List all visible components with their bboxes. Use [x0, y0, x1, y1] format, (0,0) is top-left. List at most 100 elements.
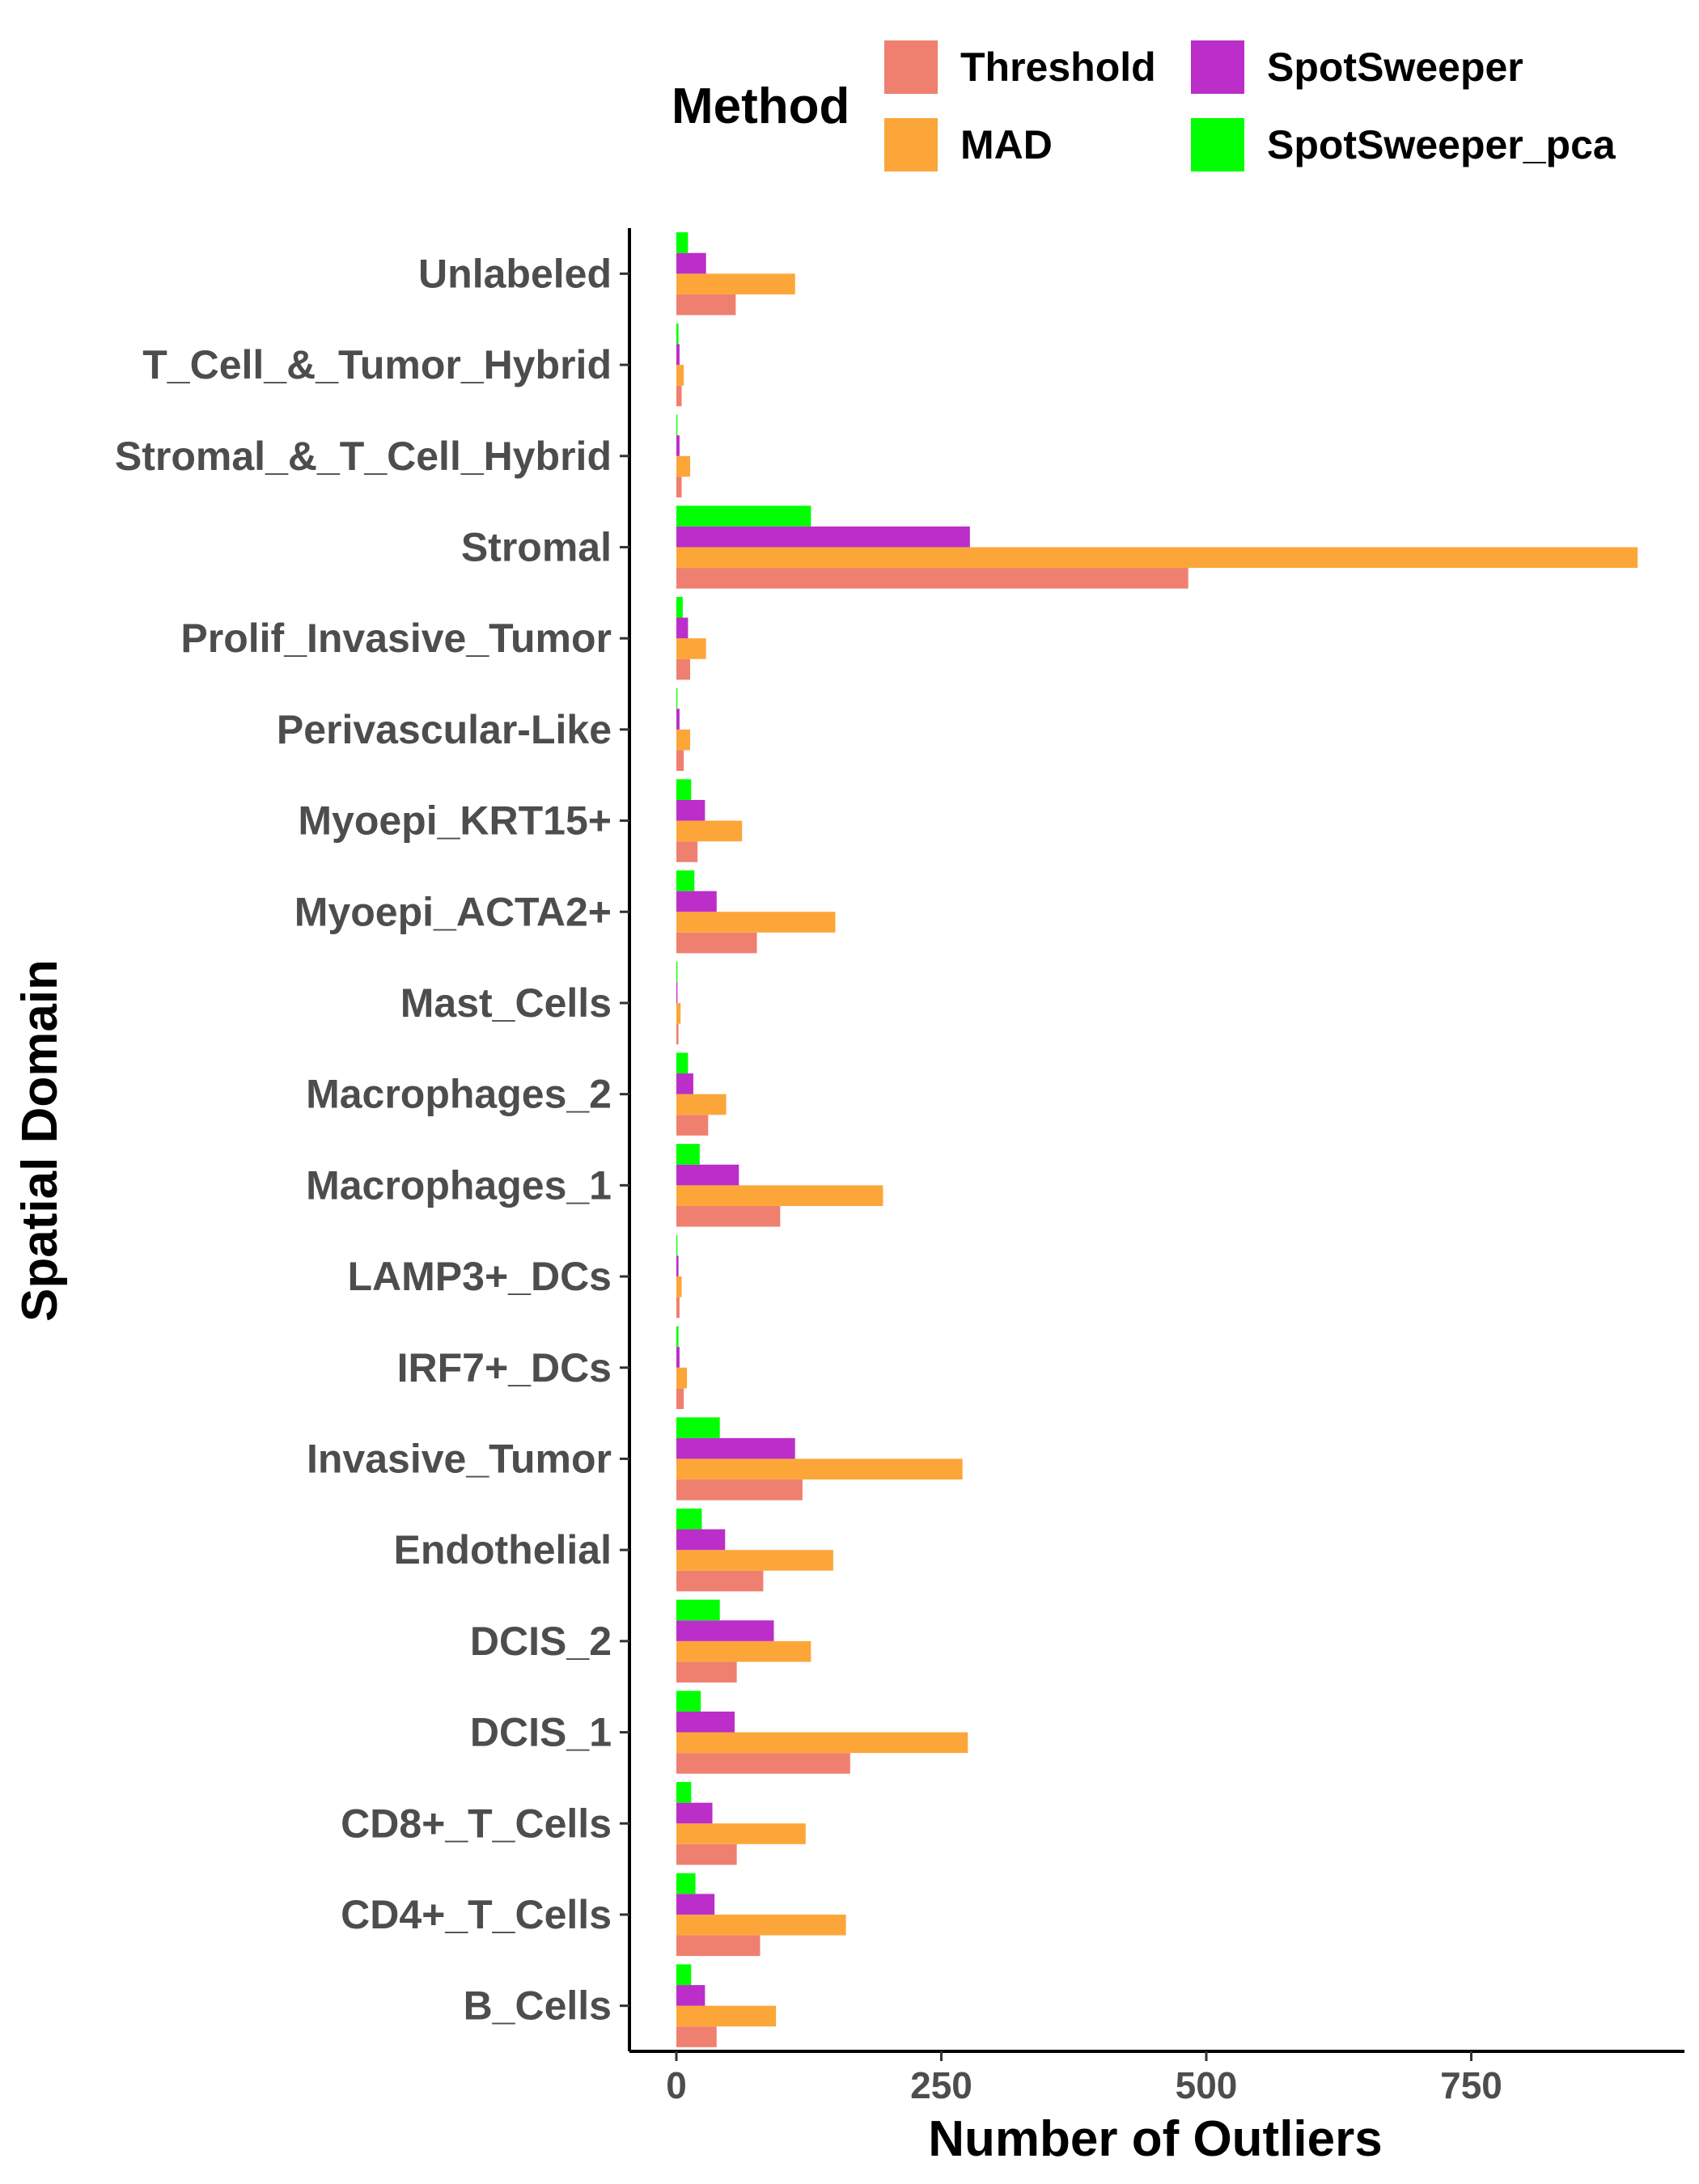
y-tick-label-myoepi-krt15: Myoepi_KRT15+ [298, 798, 612, 844]
x-tick-label-250: 250 [910, 2064, 972, 2106]
bar-cd4-t-cells-spotsweeper-pca [676, 1873, 696, 1894]
bar-b-cells-spotsweeper-pca [676, 1964, 692, 1986]
bar-irf7-dcs-mad [676, 1367, 688, 1389]
y-tick-label-myoepi-acta2: Myoepi_ACTA2+ [294, 889, 612, 934]
bar-stromal-t-cell-hybrid-threshold [676, 476, 682, 497]
axes: Unlabeled T_Cell_&_Tumor_Hybrid Stromal_&_… [115, 228, 1684, 2106]
bar-lamp3-dcs-spotsweeper [676, 1255, 679, 1277]
bar-perivascular-like-threshold [676, 750, 684, 772]
bar-irf7-dcs-spotsweeper [676, 1347, 680, 1368]
bar-prolif-invasive-tumor-threshold [676, 658, 691, 680]
bar-t-cell-tumor-hybrid-spotsweeper-pca [676, 323, 679, 345]
bar-myoepi-krt15-spotsweeper [676, 799, 705, 821]
bar-stromal-spotsweeper-pca [676, 506, 811, 527]
y-tick-label-dcis-2: DCIS_2 [470, 1619, 612, 1664]
bar-myoepi-acta2-spotsweeper-pca [676, 870, 695, 891]
y-tick-label-macrophages-2: Macrophages_2 [306, 1072, 612, 1117]
bar-irf7-dcs-threshold [676, 1388, 684, 1409]
legend-label-spotsweeper-pca: SpotSweeper_pca [1267, 122, 1616, 167]
bar-t-cell-tumor-hybrid-mad [676, 365, 684, 386]
bar-prolif-invasive-tumor-mad [676, 638, 706, 659]
bar-macrophages-2-threshold [676, 1115, 709, 1136]
bar-perivascular-like-spotsweeper-pca [676, 688, 678, 709]
bar-macrophages-1-threshold [676, 1205, 781, 1227]
x-axis-ticks: 0 250 500 750 [666, 2051, 1502, 2106]
legend-label-mad: MAD [960, 122, 1053, 167]
y-tick-label-perivascular-like: Perivascular-Like [277, 707, 612, 752]
bar-dcis-1-mad [676, 1732, 968, 1754]
bar-perivascular-like-spotsweeper [676, 709, 680, 730]
y-tick-label-macrophages-1: Macrophages_1 [306, 1162, 612, 1208]
bar-unlabeled-mad [676, 273, 795, 294]
y-tick-label-lamp3-dcs: LAMP3+_DCs [348, 1254, 612, 1299]
bar-b-cells-spotsweeper [676, 1985, 705, 2006]
legend-label-spotsweeper: SpotSweeper [1267, 44, 1523, 90]
bar-dcis-2-spotsweeper-pca [676, 1599, 720, 1621]
bar-macrophages-2-mad [676, 1094, 727, 1115]
y-tick-label-cd8-t-cells: CD8+_T_Cells [341, 1801, 612, 1846]
bar-unlabeled-spotsweeper [676, 252, 706, 274]
bar-dcis-2-mad [676, 1640, 811, 1662]
bar-cd4-t-cells-threshold [676, 1935, 761, 1957]
bar-mast-cells-threshold [676, 1023, 679, 1045]
bar-myoepi-acta2-spotsweeper [676, 891, 717, 912]
y-tick-label-invasive-tumor: Invasive_Tumor [307, 1436, 612, 1481]
bar-lamp3-dcs-mad [676, 1276, 682, 1297]
x-tick-label-500: 500 [1176, 2064, 1238, 2106]
bar-perivascular-like-mad [676, 729, 691, 751]
bar-irf7-dcs-spotsweeper-pca [676, 1326, 679, 1348]
bar-cd4-t-cells-mad [676, 1914, 846, 1936]
bar-stromal-t-cell-hybrid-mad [676, 455, 691, 477]
bar-dcis-1-spotsweeper-pca [676, 1691, 701, 1712]
legend-swatch-threshold [884, 40, 938, 94]
bar-invasive-tumor-spotsweeper [676, 1437, 795, 1459]
bar-endothelial-spotsweeper-pca [676, 1508, 702, 1530]
bar-invasive-tumor-spotsweeper-pca [676, 1417, 720, 1438]
bar-b-cells-mad [676, 2005, 777, 2027]
bar-dcis-2-threshold [676, 1661, 737, 1683]
y-tick-label-dcis-1: DCIS_1 [470, 1710, 612, 1755]
y-axis-title: Spatial Domain [12, 959, 68, 1322]
y-tick-label-t-cell-tumor-hybrid: T_Cell_&_Tumor_Hybrid [142, 342, 612, 387]
bar-myoepi-acta2-threshold [676, 932, 757, 954]
bar-macrophages-2-spotsweeper [676, 1073, 693, 1094]
y-tick-label-cd4-t-cells: CD4+_T_Cells [341, 1892, 612, 1937]
bar-stromal-threshold [676, 568, 1188, 589]
bar-unlabeled-threshold [676, 294, 736, 315]
bar-cd4-t-cells-spotsweeper [676, 1894, 715, 1915]
y-axis-ticks: Unlabeled T_Cell_&_Tumor_Hybrid Stromal_&_… [115, 251, 629, 2029]
bar-cd8-t-cells-mad [676, 1823, 806, 1844]
bar-cd8-t-cells-threshold [676, 1843, 737, 1865]
bar-lamp3-dcs-threshold [676, 1297, 680, 1318]
legend: Method Threshold MAD SpotSweeper SpotSweepe… [672, 40, 1616, 171]
bars [676, 232, 1638, 2047]
bar-invasive-tumor-mad [676, 1458, 963, 1480]
bar-endothelial-mad [676, 1550, 833, 1571]
bar-t-cell-tumor-hybrid-spotsweeper [676, 344, 680, 366]
legend-swatch-spotsweeper-pca [1191, 118, 1244, 171]
bar-unlabeled-spotsweeper-pca [676, 232, 688, 253]
bar-endothelial-threshold [676, 1570, 764, 1592]
y-tick-label-stromal: Stromal [461, 524, 612, 569]
bar-mast-cells-spotsweeper-pca [676, 961, 678, 983]
bar-macrophages-1-spotsweeper [676, 1164, 739, 1186]
bar-dcis-1-threshold [676, 1753, 850, 1774]
legend-items: Threshold MAD SpotSweeper SpotSweeper_pca [884, 40, 1616, 171]
bar-stromal-spotsweeper [676, 526, 970, 548]
bar-lamp3-dcs-spotsweeper-pca [676, 1234, 678, 1256]
bar-myoepi-acta2-mad [676, 912, 836, 933]
y-tick-label-endothelial: Endothelial [394, 1527, 612, 1572]
bar-invasive-tumor-threshold [676, 1479, 803, 1500]
bar-dcis-1-spotsweeper [676, 1711, 735, 1733]
y-tick-label-irf7-dcs: IRF7+_DCs [397, 1345, 612, 1390]
legend-label-threshold: Threshold [960, 44, 1156, 90]
legend-swatch-spotsweeper [1191, 40, 1244, 94]
bar-myoepi-krt15-spotsweeper-pca [676, 779, 692, 800]
bar-cd8-t-cells-spotsweeper-pca [676, 1782, 692, 1803]
bar-dcis-2-spotsweeper [676, 1620, 774, 1641]
bar-mast-cells-spotsweeper [676, 982, 678, 1003]
y-tick-label-stromal-t-cell-hybrid: Stromal_&_T_Cell_Hybrid [115, 434, 612, 479]
y-tick-label-unlabeled: Unlabeled [418, 251, 612, 296]
bar-macrophages-1-mad [676, 1185, 883, 1206]
